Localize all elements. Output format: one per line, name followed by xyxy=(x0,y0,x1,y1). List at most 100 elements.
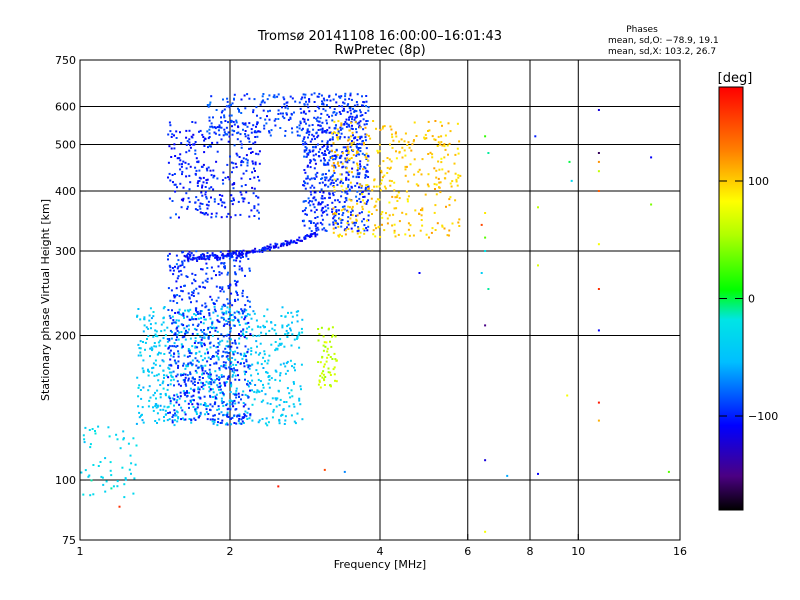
data-point xyxy=(174,333,177,336)
data-point xyxy=(82,493,85,496)
data-point xyxy=(245,337,248,340)
data-point xyxy=(207,351,209,354)
data-point xyxy=(252,109,255,112)
data-point xyxy=(365,120,368,123)
data-point xyxy=(188,391,191,394)
data-point xyxy=(198,130,200,133)
data-point xyxy=(245,252,248,255)
data-point xyxy=(296,314,299,317)
data-point xyxy=(229,216,232,219)
data-point xyxy=(198,205,201,208)
data-point xyxy=(223,201,226,204)
data-point xyxy=(361,211,363,214)
data-point xyxy=(321,127,324,130)
data-point xyxy=(154,329,157,332)
data-point xyxy=(223,318,225,321)
data-point xyxy=(236,352,239,355)
data-point xyxy=(306,130,309,133)
data-point xyxy=(197,403,200,406)
data-point xyxy=(359,160,362,163)
data-point xyxy=(233,93,236,96)
data-point xyxy=(346,157,349,160)
data-point xyxy=(215,109,218,111)
data-point xyxy=(406,198,409,201)
data-point xyxy=(320,112,323,115)
data-point xyxy=(358,142,361,145)
data-point xyxy=(170,375,173,378)
data-point xyxy=(506,474,509,477)
data-point xyxy=(323,210,326,213)
data-point xyxy=(396,194,399,197)
data-point xyxy=(423,137,426,140)
data-point xyxy=(199,335,202,338)
data-point xyxy=(201,253,204,255)
data-point xyxy=(257,378,260,381)
data-point xyxy=(303,96,306,99)
data-point xyxy=(187,402,190,405)
data-point xyxy=(328,192,331,195)
data-point xyxy=(349,107,352,109)
data-point xyxy=(443,156,446,159)
data-point xyxy=(209,371,212,374)
data-point xyxy=(246,394,249,397)
data-point xyxy=(409,163,412,166)
data-point xyxy=(405,165,408,168)
data-point xyxy=(243,336,246,339)
data-point xyxy=(204,306,207,309)
data-point xyxy=(208,128,211,131)
data-point xyxy=(310,222,312,224)
data-point xyxy=(314,232,316,235)
data-point xyxy=(169,400,172,403)
data-point xyxy=(173,409,176,412)
data-point xyxy=(209,326,212,329)
data-point xyxy=(197,360,200,363)
data-point xyxy=(244,133,247,135)
data-point xyxy=(201,372,204,375)
data-point xyxy=(273,94,276,97)
data-point xyxy=(218,194,221,196)
data-point xyxy=(380,171,383,174)
data-point xyxy=(217,265,220,268)
data-point xyxy=(308,130,311,133)
data-point xyxy=(389,125,392,128)
data-point xyxy=(346,111,349,114)
data-point xyxy=(266,362,269,365)
data-point xyxy=(214,310,217,313)
data-point xyxy=(224,361,227,364)
data-point xyxy=(349,115,352,118)
data-point xyxy=(191,272,194,275)
data-point xyxy=(139,389,142,391)
data-point xyxy=(216,126,219,129)
data-point xyxy=(388,201,391,204)
data-point xyxy=(107,426,110,429)
data-point xyxy=(201,304,204,307)
data-point xyxy=(296,335,299,338)
data-point xyxy=(359,163,361,166)
data-point xyxy=(231,375,234,378)
data-point xyxy=(247,380,249,383)
data-point xyxy=(480,272,483,274)
data-point xyxy=(304,93,307,96)
data-point xyxy=(155,374,158,377)
data-point xyxy=(176,399,179,402)
data-point xyxy=(254,384,257,386)
data-point xyxy=(407,195,410,198)
data-point xyxy=(190,352,193,355)
data-point xyxy=(314,110,317,112)
data-point xyxy=(406,144,409,146)
data-point xyxy=(597,109,600,111)
data-point xyxy=(194,314,197,317)
data-point xyxy=(427,120,430,123)
data-point xyxy=(419,229,422,232)
data-point xyxy=(250,350,253,352)
data-point xyxy=(184,376,187,379)
data-point xyxy=(381,211,384,213)
data-point xyxy=(309,140,312,143)
data-point xyxy=(143,318,146,320)
data-point xyxy=(226,354,229,357)
data-point xyxy=(243,416,246,419)
data-point xyxy=(179,264,182,267)
data-point xyxy=(420,219,423,221)
data-point xyxy=(308,149,311,152)
data-point xyxy=(247,396,250,399)
